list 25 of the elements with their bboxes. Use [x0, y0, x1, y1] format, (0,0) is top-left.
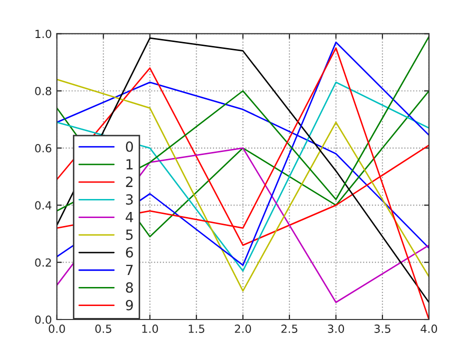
legend-label: 9 [126, 300, 133, 310]
legend-label: 3 [126, 194, 133, 205]
legend-label: 7 [126, 264, 133, 275]
legend-label: 1 [126, 159, 133, 170]
legend-label: 2 [126, 176, 132, 187]
x-tick-label: 4.0 [420, 324, 438, 333]
x-tick-label: 1.5 [188, 324, 204, 333]
y-tick-label: 0.6 [35, 144, 52, 152]
x-tick-label: 2.5 [281, 324, 298, 333]
legend-label: 0 [126, 141, 133, 152]
x-tick-label: 2.0 [234, 324, 252, 333]
x-tick-label: 0.5 [95, 324, 112, 333]
y-tick-label: 0.2 [35, 258, 51, 267]
y-tick-label: 0.4 [35, 201, 52, 210]
y-tick-label: 0.0 [35, 315, 52, 324]
y-tick-label: 1.0 [36, 30, 52, 38]
x-tick-label: 3.0 [328, 324, 344, 333]
x-tick-label: 0.0 [48, 324, 65, 333]
legend-label: 8 [126, 282, 133, 293]
legend-label: 6 [126, 247, 133, 258]
x-tick-label: 1.0 [142, 324, 158, 333]
y-tick-label: 0.8 [35, 86, 52, 96]
x-tick-label: 3.5 [374, 324, 390, 333]
legend-label: 4 [126, 212, 134, 222]
legend-label: 5 [126, 230, 133, 240]
